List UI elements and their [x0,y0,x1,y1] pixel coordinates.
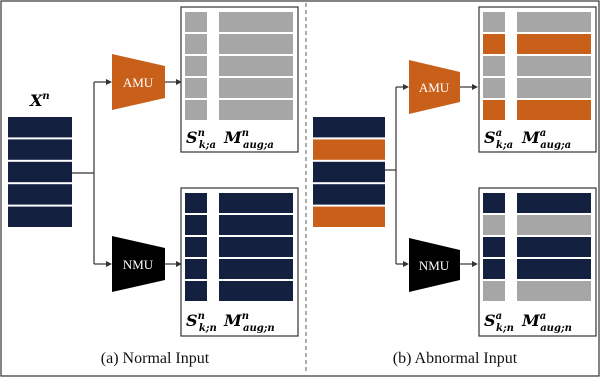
panel-b-top-m-label: Ma aug;a [521,128,571,151]
panel-a-bottom-s-cell [185,193,207,213]
panel-a-connectors [72,81,178,265]
panel-b-top-m-cell [517,34,591,54]
panel-a-top-m-cell [219,56,293,76]
panel-a-bottom-s-cell [185,281,207,301]
panel-a-nmu-unit [112,236,165,292]
panel-b-bottom-s-label: Sa k;n [484,311,514,334]
panel-b-bottom-output-grid [483,193,591,301]
panel-b-bottom-s-cell [483,259,505,279]
panel-a-bottom-m-cell [219,193,293,213]
panel-a-bottom-m-cell [219,237,293,257]
panel-a-top-s-label: Sn k;a [186,128,216,151]
panel-b-top-m-cell [517,12,591,32]
panel-a-top-s-cell [185,100,207,120]
panel-a-bottom-m-label: Mn aug;n [223,311,275,334]
panel-b-nmu-label: NMU [419,258,450,273]
panel-b-top-s-label: Sa k;a [484,128,513,151]
panel-b-bottom-s-cell [483,193,505,213]
panel-a-top-s-cell [185,56,207,76]
panel-b-bottom-s-cell [483,281,505,301]
panel-b-top-m-cell [517,100,591,120]
panel-b-bottom-m-cell [517,259,591,279]
panel-a-input-stripe [8,184,72,205]
panel-a-top-m-cell [219,78,293,98]
panel-a-amu-label: AMU [123,75,154,90]
panel-b-bottom-m-cell [517,237,591,257]
panel-b-input-stack [313,117,385,227]
panel-a-top-s-cell [185,34,207,54]
panel-a-top-m-cell [219,34,293,54]
panel-a-input-stripe [8,206,72,227]
panel-a-top-m-cell [219,12,293,32]
panel-b-input-stripe [313,117,385,138]
panel-b-bottom-m-label: Ma aug;n [521,311,572,334]
panel-b-top-m-cell [517,78,591,98]
panel-a-top-m-label: Mn aug;a [223,128,274,151]
panel-a-top-m-cell [219,100,293,120]
panel-a-amu-unit [112,54,165,110]
panel-b-input-stripe [313,184,385,205]
panel-b-amu-unit [409,60,460,114]
panel-a-bottom-m-cell [219,281,293,301]
panel-a-bottom-output-grid [185,193,293,301]
panel-b-input-stripe [313,161,385,183]
panel-b-bottom-m-cell [517,193,591,213]
panel-a-bottom-m-cell [219,259,293,279]
panel-a-input-stack [8,117,72,227]
panel-a-top-s-cell [185,78,207,98]
panel-b-top-s-cell [483,34,505,54]
panel-b-top-s-cell [483,78,505,98]
panel-b-input-stripe [313,139,385,160]
panel-a-arrowheads [106,79,182,267]
panel-b-bottom-s-cell [483,237,505,257]
panel-b-amu-label: AMU [419,80,450,95]
panel-b-nmu-unit [409,238,460,292]
panel-b-bottom-m-cell [517,281,591,301]
panel-b-caption: (b) Abnormal Input [393,350,518,367]
panel-a-top-output-grid [185,12,293,120]
panel-a-nmu-label: NMU [123,257,154,272]
panel-b-top-s-cell [483,56,505,76]
panel-b-connectors [385,86,474,265]
panel-b-arrowheads [403,84,478,267]
panel-a-input-stripe [8,117,72,138]
panel-a-bottom-s-cell [185,237,207,257]
panel-a-caption: (a) Normal Input [101,350,210,367]
panel-a-top-s-cell [185,12,207,32]
panel-a-bottom-m-cell [219,215,293,235]
panel-b-top-s-cell [483,100,505,120]
panel-b-bottom-s-cell [483,215,505,235]
panel-b-top-m-cell [517,56,591,76]
panel-a-bottom-s-cell [185,215,207,235]
panel-a-bottom-s-label: Sn k;n [186,311,217,334]
panel-b-input-stripe [313,206,385,227]
panel-b-top-output-grid [483,12,591,120]
panel-a: Xn AMU NMU Sn k;a [8,6,299,367]
panel-b-bottom-m-cell [517,215,591,235]
panel-a-input-stripe [8,161,72,183]
panel-b-top-s-cell [483,12,505,32]
panel-a-bottom-s-cell [185,259,207,279]
panel-a-input-stripe [8,139,72,160]
panel-a-input-label: Xn [29,91,50,110]
